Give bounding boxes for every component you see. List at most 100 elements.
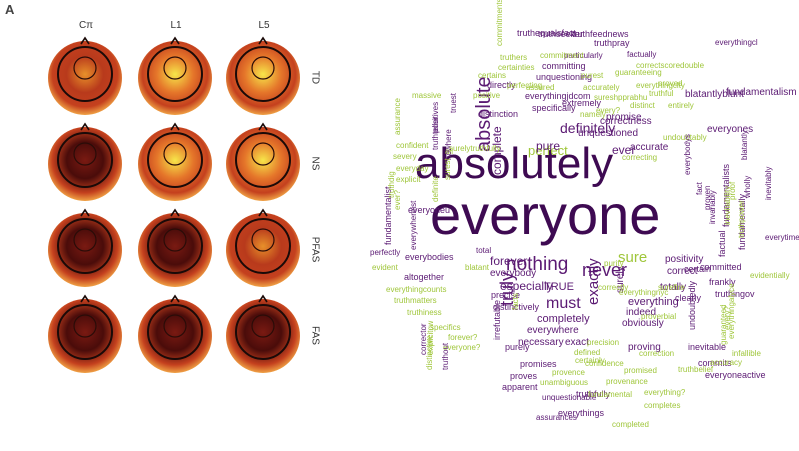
cloud-word: commitment [540,51,584,60]
nose-marker [258,36,268,45]
cloud-word: never [582,260,627,280]
cloud-word: truthequalsfact [517,28,577,38]
cloud-word: sure [618,249,647,266]
cloud-word: forever [490,254,527,268]
cloud-word: inevitably [764,167,773,200]
cloud-word: truthful [649,89,674,98]
cloud-word: sureshpprabhu [594,93,647,102]
cloud-word: truest [449,92,458,113]
cloud-word: severy [393,152,417,161]
cloud-word: everythingcl [715,38,758,47]
cloud-word: totally [660,282,686,293]
cloud-word: perfect [528,143,568,158]
cloud-word: must [546,295,581,312]
column-header-l1: L1 [170,20,182,31]
cloud-word: invariably [708,190,717,224]
cloud-word: everythingalyce [727,283,736,339]
cloud-word: surefire [658,283,685,292]
cloud-word: wholly [743,176,752,199]
topomap-FAS-L1 [138,299,212,373]
topomap-FAS-L5 [226,299,300,373]
cloud-word: surely [615,266,626,293]
scalp-outline [57,46,113,102]
scalp-outline [57,304,113,360]
cloud-word: inevitability [723,186,732,225]
nose-marker [258,208,268,217]
cloud-word: fundamentalists [721,163,731,227]
cloud-word: purity [604,259,624,268]
cloud-word: completes [644,401,680,410]
cloud-word: absolutely [415,139,613,188]
cloud-word: namely [580,110,606,119]
cloud-word: fundamentally [737,193,747,250]
cloud-word: everythingnyc [619,288,668,297]
topomap-NS-Cπ [48,127,122,201]
cloud-word: everyoneactive [705,370,766,380]
topomap-FAS-Cπ [48,299,122,373]
cloud-word: surest [443,157,452,180]
cloud-word: promised [624,366,657,375]
cloud-word: specifics [430,323,461,332]
cloud-word: fundamentalist [383,186,393,245]
cloud-word: everywhereist [409,200,418,250]
cloud-word: truthingov [715,289,755,299]
cloud-word: certain [684,264,711,274]
contour-line [251,314,275,338]
nose-marker [170,294,180,303]
cloud-word: infallible [732,349,761,358]
cloud-word: everythings [558,408,605,418]
cloud-word: altogether [404,272,444,282]
cloud-word: everybody [490,268,536,279]
nose-marker [80,122,90,131]
cloud-word: certainly [575,356,605,365]
cloud-word: unquestionable [542,393,597,402]
cloud-word: commitments [495,0,504,46]
cloud-word: proven [703,186,712,210]
cloud-word: everythingjdcom [525,91,591,101]
cloud-word: distinctive [425,334,434,370]
cloud-word: ever [612,143,635,157]
cloud-word: guaranteed [719,305,728,345]
cloud-word: confidence [585,359,624,368]
cloud-word: truthfully [576,389,611,399]
cloud-word: everyone? [443,343,481,352]
cloud-word: proverbial [641,312,676,321]
cloud-word: blatantlyblunt [685,89,744,100]
nose-marker [170,122,180,131]
scalp-outline [147,46,203,102]
topomap-TD-L1 [138,41,212,115]
cloud-word: correct [667,266,698,277]
cloud-word: assured [526,83,554,92]
contour-line [73,142,97,166]
topomap-TD-L5 [226,41,300,115]
cloud-word: distinctively [493,302,540,312]
cloud-word: provenance [606,377,648,386]
cloud-word: everyones [707,124,753,135]
topomap-TD-Cπ [48,41,122,115]
nose-marker [170,36,180,45]
scalp-outline [235,304,291,360]
cloud-word: everybodies [405,252,454,262]
cloud-word: blatantly [740,130,749,160]
topomap-NS-L1 [138,127,212,201]
cloud-word: TRUE [544,281,574,293]
contour-line [163,142,187,166]
cloud-word: correction [639,349,674,358]
cloud-word: inevitable [688,342,726,352]
cloud-word: clearly [675,293,702,303]
contour-line [163,314,187,338]
cloud-word: fact [695,181,704,195]
cloud-word: everywhere [527,325,579,336]
cloud-word: truthiness [407,308,442,317]
cloud-word: necessary [518,337,564,348]
cloud-word: truthout [441,342,450,370]
cloud-word: positive [473,91,501,100]
figure-label: A [5,2,15,17]
cloud-word: factual [717,230,727,257]
cloud-word: massive [412,91,442,100]
cloud-word: blatant [465,263,490,272]
cloud-word: truthbelief [678,365,714,374]
cloud-word: purely [505,342,530,352]
scalp-outline [147,132,203,188]
